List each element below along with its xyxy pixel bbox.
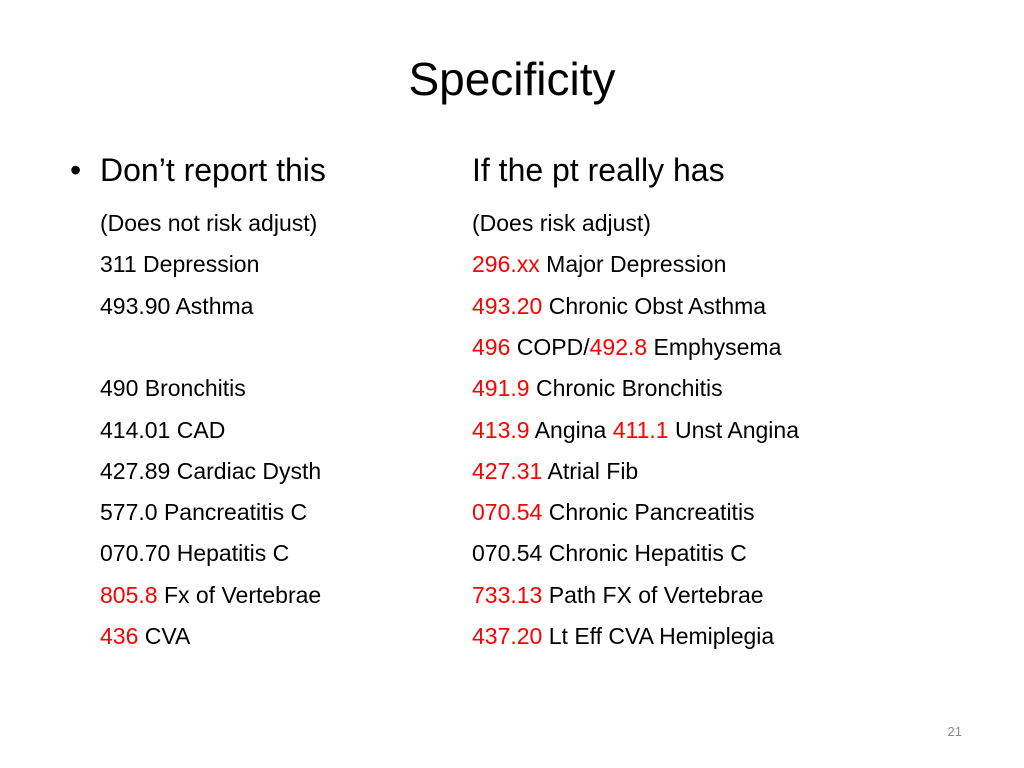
code-text: 427.89 Cardiac Dysth	[100, 457, 322, 484]
page-number: 21	[947, 724, 962, 739]
code-highlight: 733.13	[472, 581, 543, 608]
right-code-line: 496 COPD/492.8 Emphysema	[472, 334, 781, 361]
code-text: Fx of Vertebrae	[157, 581, 322, 608]
left-code-line: 577.0 Pancreatitis C	[100, 499, 307, 526]
code-highlight: 413.9	[472, 416, 530, 443]
code-text: Chronic Pancreatitis	[542, 499, 755, 526]
left-code-line: 490 Bronchitis	[100, 375, 246, 402]
code-text: COPD/	[510, 333, 590, 360]
code-highlight: 492.8	[589, 333, 648, 360]
code-text: CVA	[138, 623, 191, 649]
slide-title: Specificity	[408, 53, 616, 105]
code-text: 493.90 Asthma	[100, 292, 254, 319]
code-text: Atrial Fib	[542, 457, 639, 484]
code-text: 414.01 CAD	[100, 416, 226, 443]
left-code-line: 414.01 CAD	[100, 417, 225, 444]
right-code-line: 733.13 Path FX of Vertebrae	[472, 582, 764, 609]
code-text: 311 Depression	[100, 251, 260, 278]
code-text: Path FX of Vertebrae	[542, 581, 764, 608]
code-text: (Does risk adjust)	[472, 210, 651, 236]
code-highlight: 070.54	[472, 499, 543, 526]
code-text: 070.70 Hepatitis C	[100, 540, 290, 567]
code-text: Emphysema	[647, 333, 782, 360]
code-highlight: 427.31	[472, 457, 543, 484]
code-highlight: 296.xx	[472, 251, 540, 278]
code-text: Chronic Bronchitis	[529, 375, 723, 402]
code-highlight: 436	[100, 623, 139, 649]
left-code-line: 805.8 Fx of Vertebrae	[100, 582, 321, 609]
right-code-line: 427.31 Atrial Fib	[472, 458, 638, 485]
right-code-line: 070.54 Chronic Pancreatitis	[472, 499, 755, 526]
code-text: 070.54 Chronic Hepatitis C	[472, 540, 747, 567]
left-header: Don’t report this	[100, 152, 326, 188]
code-text: Unst Angina	[668, 416, 799, 443]
left-code-line: 493.90 Asthma	[100, 293, 253, 320]
code-highlight: 411.1	[612, 416, 669, 443]
code-text: 490 Bronchitis	[100, 375, 246, 402]
right-code-line: 493.20 Chronic Obst Asthma	[472, 293, 766, 320]
left-code-line: 070.70 Hepatitis C	[100, 540, 289, 567]
code-text: Major Depression	[539, 251, 727, 278]
left-code-line: 427.89 Cardiac Dysth	[100, 458, 321, 485]
code-text: (Does not risk adjust)	[100, 210, 318, 236]
code-text: 577.0 Pancreatitis C	[100, 499, 308, 526]
left-code-line: 436 CVA	[100, 623, 190, 650]
bullet: •	[70, 152, 82, 188]
code-highlight: 437.20	[472, 623, 543, 649]
code-text: Angina	[529, 416, 613, 443]
right-code-line: 413.9 Angina 411.1 Unst Angina	[472, 417, 799, 444]
code-highlight: 805.8	[100, 581, 158, 608]
code-text: Lt Eff CVA Hemiplegia	[542, 623, 775, 649]
right-code-line: 491.9 Chronic Bronchitis	[472, 375, 723, 402]
right-code-line: (Does risk adjust)	[472, 210, 651, 237]
code-highlight: 493.20	[472, 292, 543, 319]
code-text: Chronic Obst Asthma	[542, 292, 767, 319]
code-highlight: 496	[472, 333, 511, 360]
left-code-line: 311 Depression	[100, 251, 259, 278]
right-code-line: 070.54 Chronic Hepatitis C	[472, 540, 747, 567]
right-code-line: 437.20 Lt Eff CVA Hemiplegia	[472, 623, 774, 650]
left-code-line: (Does not risk adjust)	[100, 210, 317, 237]
right-header: If the pt really has	[472, 152, 725, 188]
right-code-line: 296.xx Major Depression	[472, 251, 726, 278]
code-highlight: 491.9	[472, 375, 530, 402]
